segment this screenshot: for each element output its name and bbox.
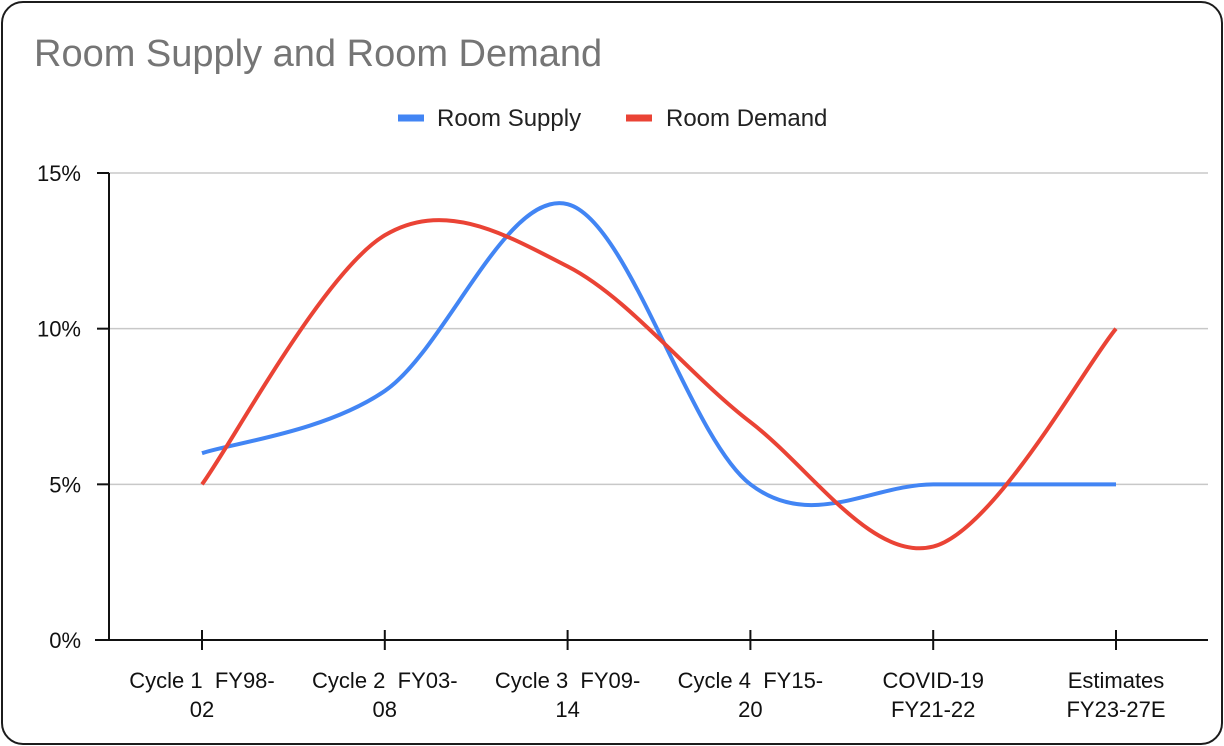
x-tick-label: COVID-19 — [882, 668, 983, 693]
series-line-room-demand — [200, 218, 1118, 551]
y-tick-label: 10% — [37, 317, 81, 342]
x-tick-label: Estimates — [1068, 668, 1165, 693]
x-tick-label: Cycle 2 FY03- — [312, 668, 458, 693]
x-tick-label: 14 — [555, 697, 579, 722]
legend-label-room-supply: Room Supply — [437, 105, 581, 132]
x-tick-label: FY23-27E — [1066, 697, 1165, 722]
x-tick-label: Cycle 3 FY09- — [495, 668, 641, 693]
y-tick-label: 0% — [49, 628, 81, 653]
axes: 0% 5% 10% 15% Cycle 1 FY98- 02 Cycle 2 FY03- 08… — [37, 161, 1208, 722]
legend-label-room-demand: Room Demand — [666, 105, 827, 132]
legend: Room Supply Room Demand — [398, 105, 827, 132]
x-tick-label: 20 — [738, 697, 762, 722]
chart-title: Room Supply and Room Demand — [34, 33, 602, 75]
x-tick-label: FY21-22 — [891, 697, 975, 722]
legend-item-room-demand: Room Demand — [626, 105, 827, 132]
y-tick-label: 15% — [37, 161, 81, 186]
y-tick-label: 5% — [49, 472, 81, 497]
legend-item-room-supply: Room Supply — [398, 105, 581, 132]
series-line-room-supply — [201, 201, 1116, 508]
x-tick-label: Cycle 1 FY98- — [129, 668, 275, 693]
x-tick-label: 08 — [373, 697, 397, 722]
x-tick-label: Cycle 4 FY15- — [678, 668, 824, 693]
x-tick-label: 02 — [190, 697, 214, 722]
series-lines — [200, 201, 1118, 551]
